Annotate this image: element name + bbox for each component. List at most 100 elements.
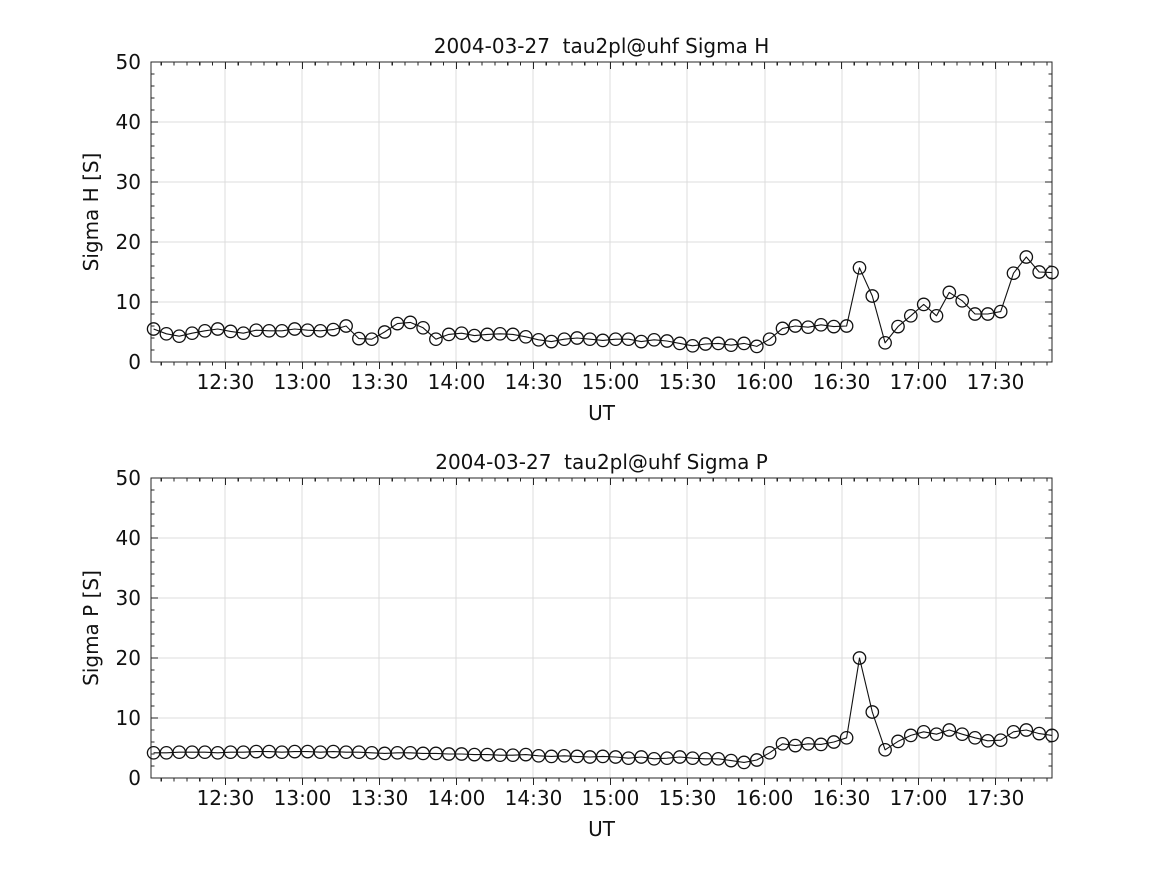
y-tick-label: 0: [128, 766, 141, 790]
axis-text: 12:30 13:00 13:30 14:00 14:30 15:00 15:30 16:00…: [79, 450, 1024, 841]
grid: [151, 478, 1052, 778]
data-point: [429, 332, 443, 347]
y-tick-label: 30: [116, 170, 141, 194]
y-tick-label: 10: [116, 706, 141, 730]
x-tick-label: 13:00: [274, 370, 332, 394]
data-point: [852, 260, 867, 275]
subplot-sigma-h: 12:30 13:00 13:30 14:00 14:30 15:00 15:30 16:00…: [79, 34, 1059, 425]
y-tick-label: 0: [128, 350, 141, 374]
x-tick-label: 17:30: [967, 370, 1025, 394]
data-point: [839, 319, 854, 333]
plot-title: 2004-03-27 tau2pl@uhf Sigma P: [435, 450, 768, 474]
data-point: [621, 332, 636, 347]
data-point: [159, 326, 174, 341]
data-point: [1045, 265, 1059, 280]
y-tick-label: 40: [116, 110, 141, 134]
y-tick-label: 40: [116, 526, 141, 550]
data-point: [993, 733, 1008, 748]
x-tick-label: 15:30: [659, 370, 717, 394]
x-tick-label: 17:00: [890, 786, 948, 810]
x-axis-label: UT: [588, 817, 616, 841]
x-tick-label: 17:00: [890, 370, 948, 394]
plot-title: 2004-03-27 tau2pl@uhf Sigma H: [434, 34, 770, 58]
axes-box: [150, 477, 1053, 779]
y-axis-label: Sigma P [S]: [79, 570, 103, 686]
y-axis-label: Sigma H [S]: [79, 153, 103, 272]
data-point: [172, 329, 187, 344]
data-point: [1045, 728, 1059, 743]
x-tick-label: 16:00: [736, 786, 794, 810]
data-point: [339, 319, 353, 333]
data-point: [865, 705, 880, 719]
x-tick-label: 15:00: [582, 786, 640, 810]
data-point: [236, 326, 251, 341]
data-line: [153, 657, 1053, 763]
y-tick-label: 50: [116, 466, 141, 490]
data-point: [377, 325, 392, 339]
data-point: [146, 322, 161, 336]
data-point: [544, 334, 559, 349]
x-tick-label: 16:30: [813, 786, 871, 810]
x-tick-label: 13:00: [274, 786, 332, 810]
data-point: [724, 338, 738, 353]
y-tick-label: 10: [116, 290, 141, 314]
data-point: [968, 730, 982, 745]
axis-text: 12:30 13:00 13:30 14:00 14:30 15:00 15:30 16:00…: [79, 34, 1024, 425]
data-point: [506, 327, 520, 342]
data-point: [1019, 723, 1034, 737]
grid: [151, 62, 1052, 362]
data-point: [929, 308, 944, 323]
x-tick-label: 13:30: [351, 370, 409, 394]
data-point: [903, 728, 918, 743]
x-tick-label: 13:30: [351, 786, 409, 810]
y-tick-label: 20: [116, 230, 141, 254]
x-tick-label: 17:30: [967, 786, 1025, 810]
x-tick-label: 14:00: [428, 370, 486, 394]
data-point: [878, 742, 892, 757]
data-point: [891, 734, 905, 749]
data-point: [749, 753, 764, 767]
data-point: [454, 326, 469, 341]
data-point: [942, 285, 957, 300]
data-point: [826, 735, 841, 749]
data-point: [929, 727, 944, 742]
x-tick-label: 16:30: [813, 370, 871, 394]
data-point: [364, 332, 379, 347]
data-point: [955, 293, 970, 308]
data-point: [660, 334, 674, 348]
subplot-sigma-p: 12:30 13:00 13:30 14:00 14:30 15:00 15:30 16:00…: [79, 450, 1059, 841]
data-point: [916, 724, 931, 739]
x-tick-label: 12:30: [197, 370, 255, 394]
data-point: [891, 319, 905, 334]
x-tick-label: 15:00: [582, 370, 640, 394]
x-tick-label: 15:30: [659, 786, 717, 810]
data-point: [737, 336, 751, 351]
ticks: [151, 61, 1052, 369]
data-point: [955, 727, 970, 742]
data-markers: [146, 651, 1059, 770]
data-point: [942, 723, 957, 737]
data-point: [762, 745, 777, 760]
data-point: [814, 737, 828, 752]
data-point: [749, 339, 764, 354]
data-point: [518, 329, 533, 344]
ticks: [151, 477, 1052, 785]
data-point: [762, 332, 777, 347]
data-point: [210, 322, 225, 336]
data-point: [416, 320, 430, 335]
data-point: [878, 335, 892, 350]
axes-box: [150, 61, 1053, 363]
data-point: [326, 322, 341, 337]
x-axis-label: UT: [588, 401, 616, 425]
x-tick-label: 16:00: [736, 370, 794, 394]
data-point: [865, 289, 880, 303]
data-point: [724, 753, 738, 768]
x-tick-label: 12:30: [197, 786, 255, 810]
data-point: [852, 651, 867, 665]
x-tick-label: 14:00: [428, 786, 486, 810]
data-markers: [146, 250, 1059, 354]
data-point: [775, 321, 790, 336]
data-point: [1019, 250, 1034, 264]
